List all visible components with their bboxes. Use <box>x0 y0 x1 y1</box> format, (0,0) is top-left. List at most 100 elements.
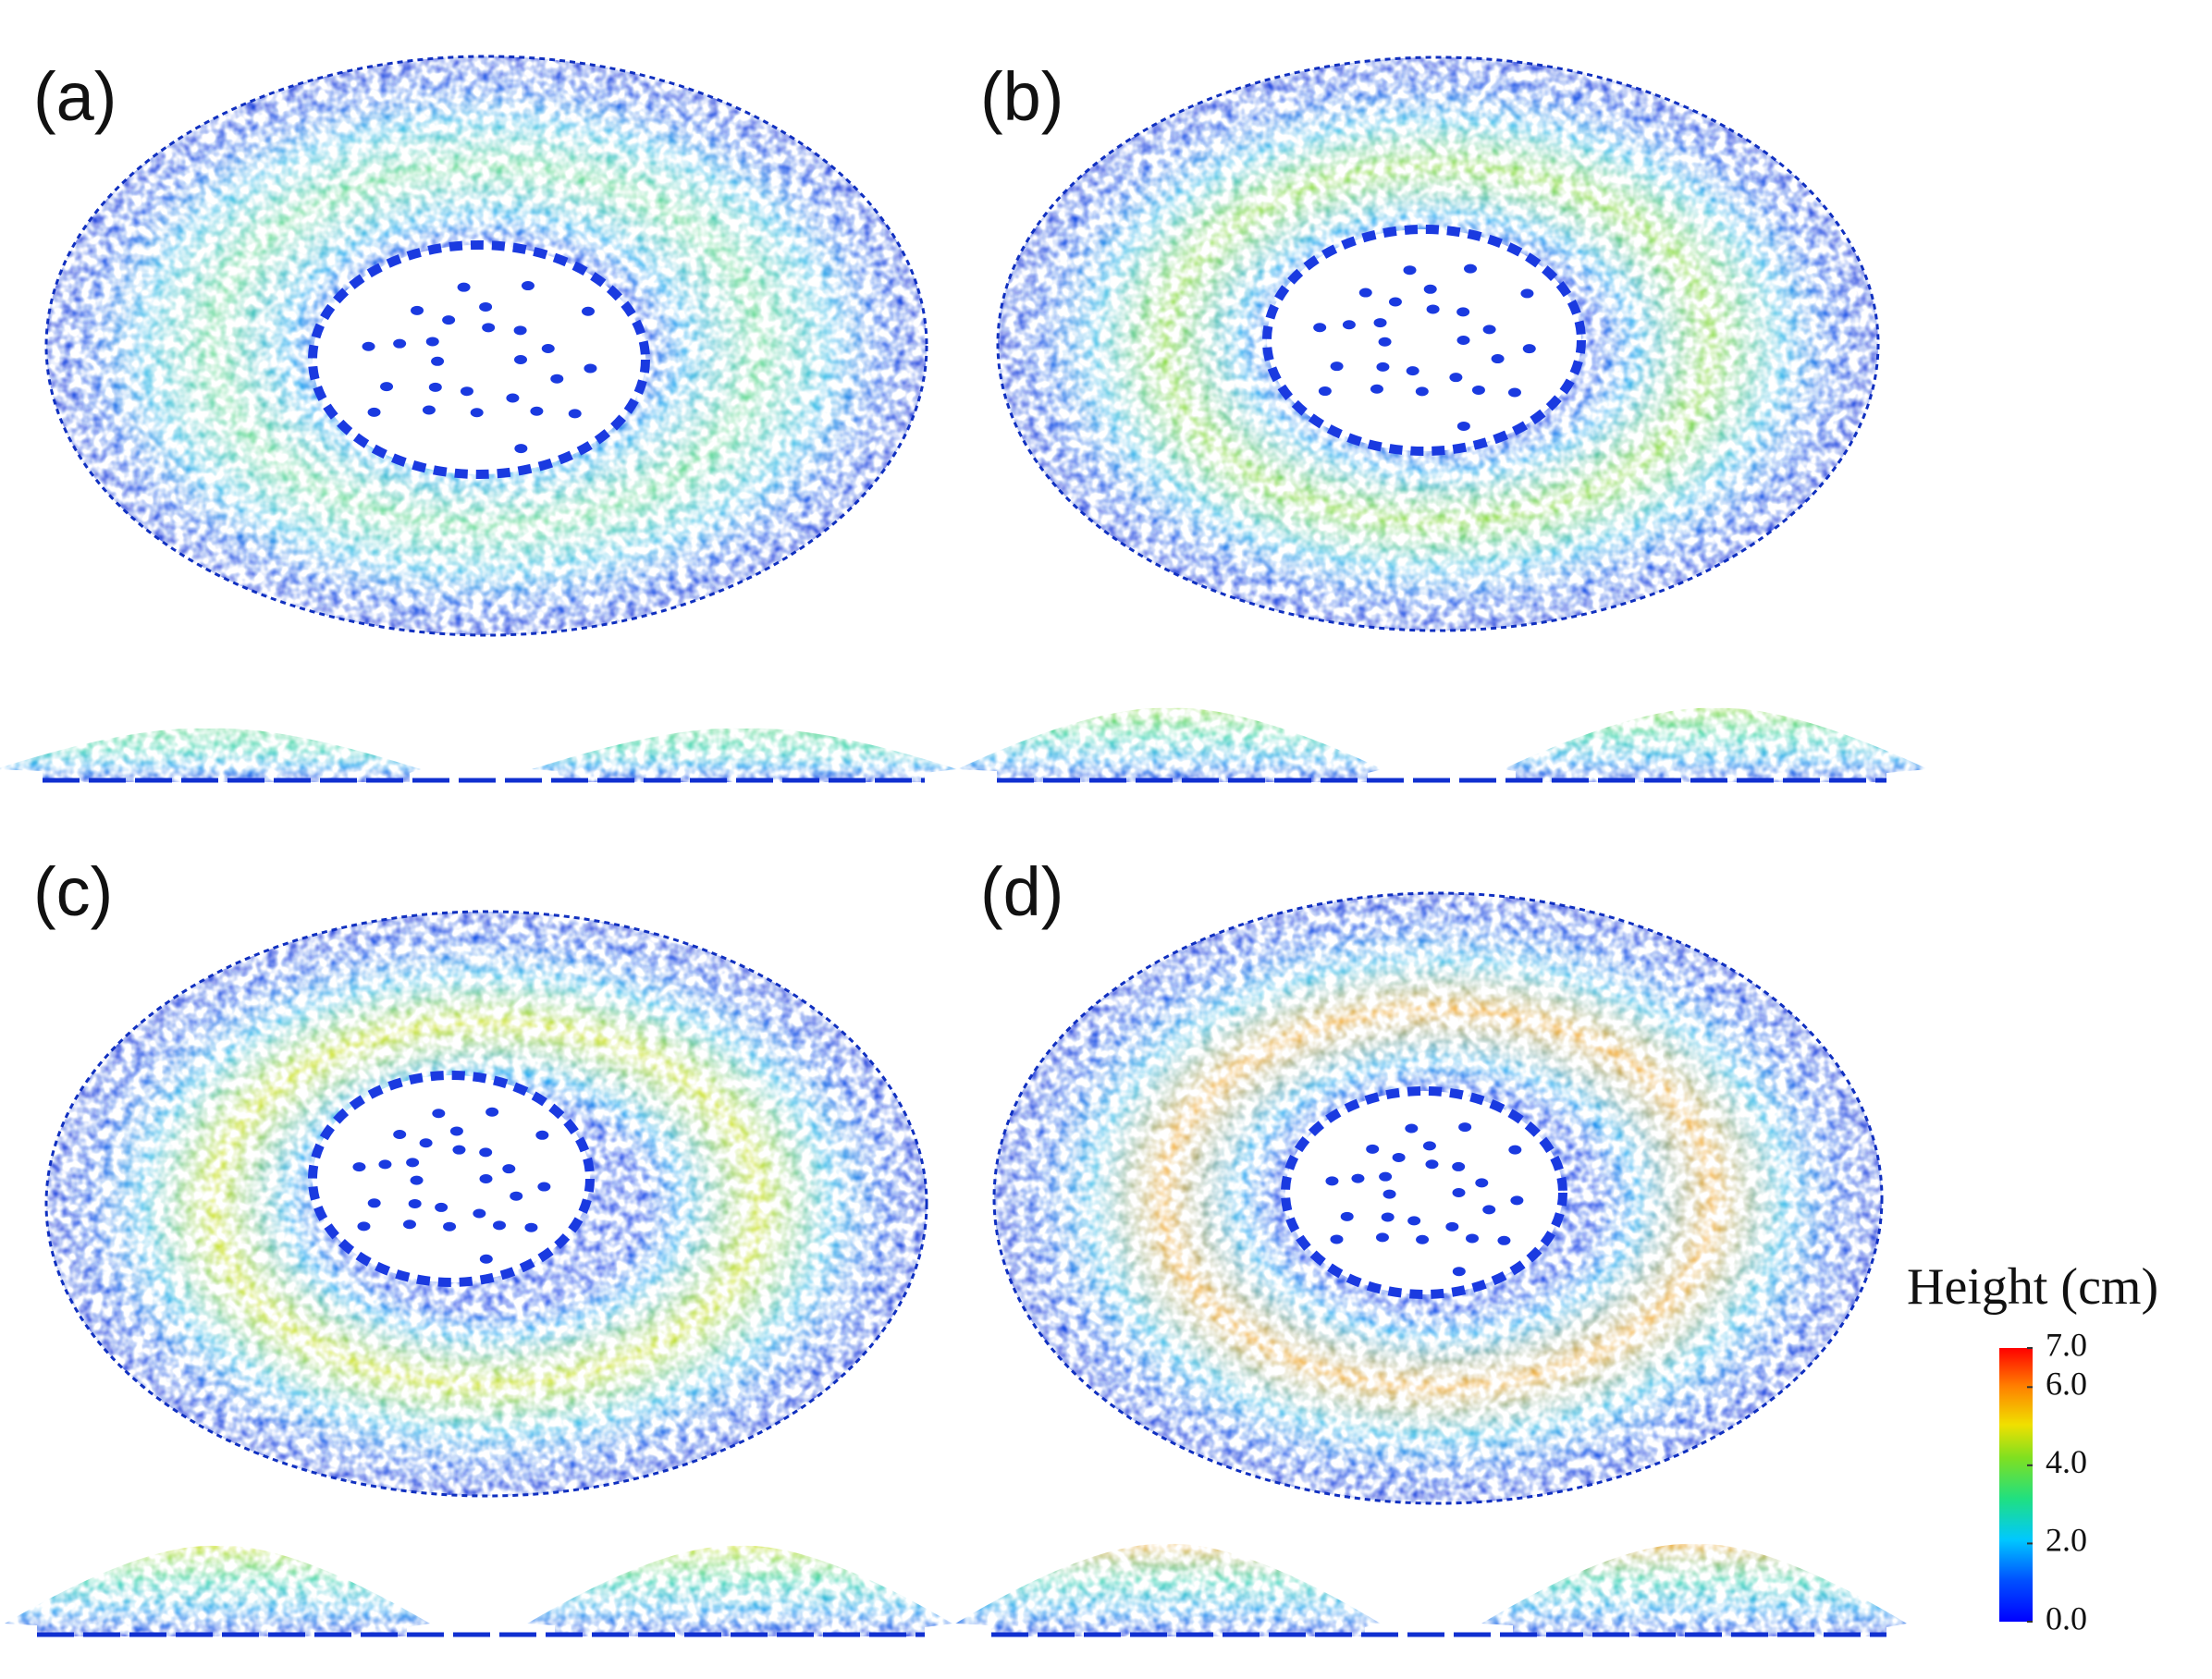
panel: (a) <box>0 55 957 783</box>
particle <box>1376 362 1390 372</box>
particle <box>535 1130 549 1140</box>
particle <box>1403 265 1417 276</box>
particle <box>1456 336 1470 345</box>
side-profile <box>0 728 957 782</box>
particle <box>1507 387 1521 398</box>
particle <box>550 374 564 384</box>
particle <box>1452 1267 1466 1277</box>
panel-label: (c) <box>33 853 113 930</box>
particle <box>1373 318 1387 328</box>
particle <box>1358 288 1372 298</box>
colorbar-tick-label: 4.0 <box>2046 1443 2087 1480</box>
particle <box>408 1198 422 1208</box>
particle <box>510 1191 523 1201</box>
particle <box>1452 1161 1466 1171</box>
top-view-outline <box>996 55 1880 632</box>
particle <box>449 1126 463 1136</box>
particle <box>1456 421 1470 431</box>
center-hole <box>308 240 650 479</box>
center-hole <box>308 1071 595 1287</box>
particle <box>541 343 555 353</box>
particle <box>1325 1176 1339 1186</box>
particle <box>428 382 442 392</box>
particle <box>357 1221 371 1232</box>
particle <box>1423 284 1437 294</box>
particle <box>1445 1221 1459 1232</box>
particle <box>479 301 493 312</box>
particle <box>435 1202 449 1212</box>
colorbar <box>1999 1348 2033 1622</box>
particle <box>537 1182 551 1192</box>
particle <box>1370 384 1383 394</box>
particle <box>479 1147 493 1158</box>
colorbar-title: Height (cm) <box>1907 1258 2158 1316</box>
particle <box>457 282 471 292</box>
panel-label: (b) <box>980 58 1063 135</box>
particle <box>479 1254 493 1264</box>
particle <box>1392 1152 1406 1162</box>
particle <box>1381 1212 1395 1222</box>
particle <box>1458 1122 1472 1133</box>
particle <box>367 407 381 417</box>
colorbar-tick-label: 6.0 <box>2046 1366 2087 1403</box>
particle <box>419 1138 433 1148</box>
colorbar-tick-label: 7.0 <box>2046 1326 2087 1363</box>
particle <box>473 1208 486 1219</box>
particle <box>1415 386 1429 397</box>
particle <box>1464 263 1478 274</box>
particle <box>1520 288 1534 299</box>
particle <box>1405 1123 1419 1134</box>
panel-label: (a) <box>33 58 117 135</box>
center-hole <box>1262 225 1586 456</box>
particle <box>425 337 439 347</box>
particle <box>406 1158 420 1168</box>
particle <box>1449 373 1463 383</box>
particle <box>1510 1195 1524 1206</box>
colorbar-tick-label: 2.0 <box>2046 1522 2087 1559</box>
particle <box>1491 354 1505 364</box>
particle <box>380 382 394 392</box>
particle <box>502 1164 516 1174</box>
particle <box>1497 1235 1511 1245</box>
particle <box>378 1159 392 1170</box>
colorbar-tick-label: 0.0 <box>2046 1599 2087 1636</box>
particle <box>411 305 424 315</box>
particle <box>1313 323 1327 333</box>
particle <box>367 1198 381 1208</box>
particle <box>513 325 527 336</box>
particle <box>514 355 527 364</box>
particle <box>460 386 473 397</box>
particle <box>431 356 445 366</box>
particle <box>1318 386 1332 397</box>
particle <box>1425 1159 1439 1170</box>
particle <box>485 1107 499 1117</box>
particle <box>1351 1173 1365 1183</box>
particle <box>530 406 544 416</box>
particle <box>1407 1216 1421 1226</box>
particle <box>1482 325 1496 335</box>
particle <box>506 393 520 403</box>
top-view-outline <box>44 910 928 1498</box>
particle <box>470 408 484 418</box>
center-hole <box>1281 1086 1567 1299</box>
particle <box>1366 1144 1380 1154</box>
particle <box>410 1175 424 1185</box>
particle <box>1456 307 1470 317</box>
side-profile <box>5 1545 952 1636</box>
particle <box>1375 1232 1389 1243</box>
particle <box>1379 1171 1393 1182</box>
particle <box>1406 366 1419 376</box>
particle <box>1466 1233 1480 1244</box>
particle <box>1422 1141 1436 1151</box>
particle <box>1426 304 1440 314</box>
particle <box>521 281 535 291</box>
panel-label: (d) <box>980 853 1063 930</box>
particle <box>1330 362 1344 372</box>
side-profile <box>955 1543 1907 1636</box>
particle <box>1508 1145 1522 1155</box>
particle <box>493 1220 507 1231</box>
particle <box>422 405 436 415</box>
particle <box>1475 1178 1489 1188</box>
